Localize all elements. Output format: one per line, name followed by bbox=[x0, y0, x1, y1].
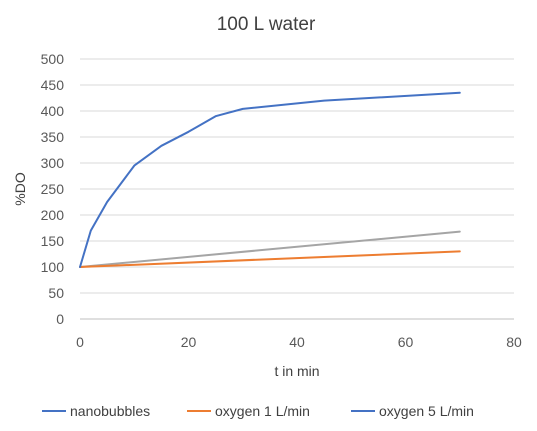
y-tick-label: 150 bbox=[41, 233, 65, 249]
series-layer bbox=[79, 91, 461, 268]
series-line-nanobubbles bbox=[79, 91, 461, 268]
x-tick-label: 80 bbox=[506, 334, 522, 350]
series-line-oxygen-5-l-min bbox=[79, 230, 461, 268]
y-axis-title: %DO bbox=[12, 172, 28, 206]
y-tick-label: 300 bbox=[41, 155, 65, 171]
x-tick-label: 20 bbox=[181, 334, 197, 350]
legend-label-oxygen-1-l-min: oxygen 1 L/min bbox=[215, 403, 310, 419]
y-tick-label: 100 bbox=[41, 259, 65, 275]
y-tick-label: 400 bbox=[41, 103, 65, 119]
legend-label-oxygen-5-l-min: oxygen 5 L/min bbox=[379, 403, 474, 419]
x-tick-label: 40 bbox=[289, 334, 305, 350]
y-tick-label: 0 bbox=[56, 311, 64, 327]
y-tick-label: 500 bbox=[41, 51, 65, 67]
x-axis-ticks: 0 20 40 60 80 bbox=[76, 334, 522, 350]
x-tick-label: 0 bbox=[76, 334, 84, 350]
y-tick-label: 50 bbox=[48, 285, 64, 301]
legend-label-nanobubbles: nanobubbles bbox=[70, 403, 150, 419]
gridlines bbox=[80, 58, 514, 294]
x-tick-label: 60 bbox=[398, 334, 414, 350]
series-line-oxygen-1-l-min bbox=[79, 250, 461, 268]
y-tick-label: 200 bbox=[41, 207, 65, 223]
chart-title: 100 L water bbox=[217, 14, 316, 35]
y-axis-ticks: 0 50 100 150 200 250 300 350 400 450 500 bbox=[41, 51, 65, 327]
legend: nanobubbles oxygen 1 L/min oxygen 5 L/min bbox=[42, 403, 474, 419]
y-tick-label: 450 bbox=[41, 77, 65, 93]
x-axis-title: t in min bbox=[274, 363, 319, 379]
y-tick-label: 350 bbox=[41, 129, 65, 145]
y-tick-label: 250 bbox=[41, 181, 65, 197]
